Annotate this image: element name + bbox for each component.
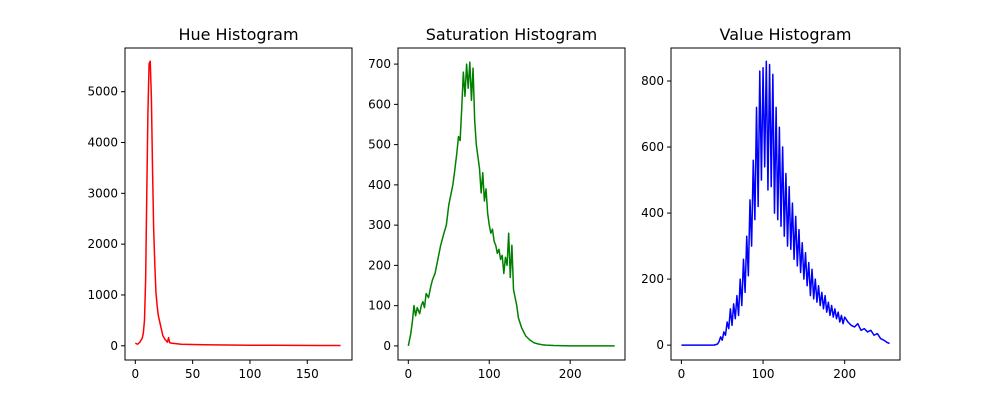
x-tick-label: 100 — [752, 367, 775, 381]
chart-panel-3: 0 100 200 0 200 400 600 800 Value Histogram — [641, 25, 901, 381]
y-tick-label: 600 — [641, 140, 664, 154]
y-tick-label: 0 — [110, 339, 118, 353]
x-tick-label: 100 — [478, 367, 501, 381]
chart-panel-1: 0 50 100 150 0 1000 2000 3000 4000 5000 Hue Histog… — [87, 25, 353, 381]
chart-title: Value Histogram — [719, 25, 851, 44]
plot-frame — [670, 47, 901, 361]
plot-frame — [124, 47, 353, 361]
series-line — [407, 61, 615, 347]
y-tick-label: 1000 — [87, 288, 118, 302]
y-tick-label: 0 — [383, 339, 391, 353]
y-tick-label: 100 — [368, 299, 391, 313]
x-tick-label: 0 — [404, 367, 412, 381]
y-tick-label: 400 — [368, 178, 391, 192]
chart-panel-2: 0 100 200 0 100 200 300 400 500 600 700 Saturation … — [368, 25, 626, 381]
y-tick-label: 300 — [368, 218, 391, 232]
y-tick-label: 200 — [368, 258, 391, 272]
series-line — [681, 60, 890, 346]
y-tick-label: 5000 — [87, 85, 118, 99]
x-tick-label: 50 — [185, 367, 200, 381]
y-tick-label: 3000 — [87, 186, 118, 200]
y-tick-label: 600 — [368, 97, 391, 111]
y-tick-label: 2000 — [87, 237, 118, 251]
chart-title: Hue Histogram — [178, 25, 298, 44]
y-tick-label: 800 — [641, 74, 664, 88]
x-tick-label: 0 — [131, 367, 139, 381]
y-tick-label: 4000 — [87, 136, 118, 150]
y-tick-label: 200 — [641, 272, 664, 286]
y-tick-label: 500 — [368, 138, 391, 152]
x-tick-label: 150 — [296, 367, 319, 381]
chart-title: Saturation Histogram — [426, 25, 598, 44]
y-tick-label: 700 — [368, 57, 391, 71]
plot-frame — [397, 47, 626, 361]
x-tick-label: 0 — [678, 367, 686, 381]
x-tick-label: 200 — [559, 367, 582, 381]
y-tick-label: 400 — [641, 206, 664, 220]
x-tick-label: 100 — [239, 367, 262, 381]
x-tick-label: 200 — [833, 367, 856, 381]
y-tick-label: 0 — [656, 338, 664, 352]
series-line — [135, 60, 341, 347]
